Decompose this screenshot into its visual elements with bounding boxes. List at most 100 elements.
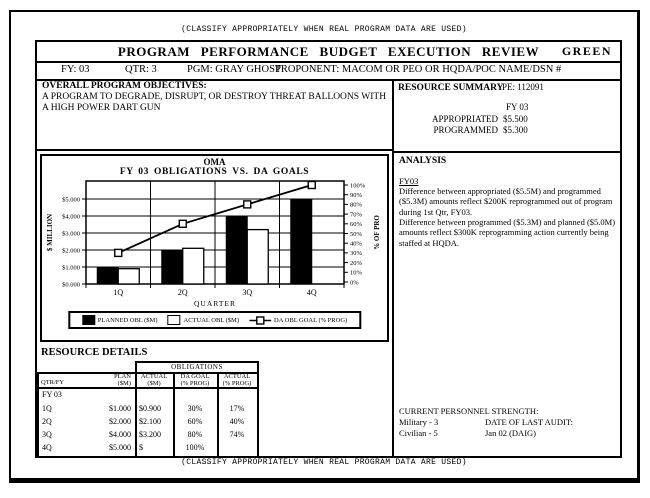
table-row: 2Q $2.000 $2.100 60% 40% [37,417,259,429]
civilian-strength: Civilian - 5 [399,428,438,439]
audit-date: Jan 02 (DAIG) [485,428,536,439]
legend-label: DA OBL GOAL (% PROG) [274,316,348,324]
obligations-header: OBLIGATIONS [171,363,223,371]
svg-text:80%: 80% [350,202,363,209]
svg-text:1Q: 1Q [113,288,123,297]
table-cell: $ [139,443,143,452]
chart-title: OMA [203,157,226,167]
table-cell: $5.300 [503,125,528,136]
svg-text:10%: 10% [350,270,363,277]
legend-item-actual: ACTUAL OBL ($M) [167,315,240,325]
obligations-chart: OMA FY 03 OBLIGATIONS VS. DA GOALS $0.00… [40,154,389,342]
table-cell: PROGRAMMED [433,125,498,136]
svg-text:$ MILLION: $ MILLION [46,214,54,251]
table-line [37,387,259,389]
table-line [37,372,259,374]
svg-text:$2.000: $2.000 [62,247,80,254]
personnel-row: Civilian - 5 Jan 02 (DAIG) [399,428,620,439]
table-cell: $5.500 [503,113,528,124]
column-header-qtrfy: QTR/FY [41,379,65,386]
classification-banner-bottom: (CLASSIFY APPROPRIATELY WHEN REAL PROGRA… [181,458,467,467]
chart-plot: $0.000 $1.000 $2.000 $3.000 $4.000 $5.000 0% 10… [46,180,381,308]
legend-label: PLANNED OBL ($M) [97,316,158,324]
analysis-fy-label: FY03 [399,176,419,186]
table-cell: $4.000 [109,430,131,439]
table-cell: 17% [229,404,245,413]
analysis-paragraph: Difference between programmed ($5.3M) an… [399,217,616,248]
table-cell: $1.000 [109,404,131,413]
column-header-actual-pct: ACTUAL (% PROG) [217,373,257,387]
goal-line-icon [249,315,272,325]
svg-text:40%: 40% [350,241,363,248]
objectives-section: OVERALL PROGRAM OBJECTIVES: A PROGRAM TO… [37,79,392,151]
svg-text:2Q: 2Q [178,288,188,297]
svg-text:% OF PRO: % OF PRO [373,215,381,250]
svg-text:$4.000: $4.000 [62,213,80,220]
personnel-heading: CURRENT PERSONNEL STRENGTH: [399,406,539,416]
left-column: OVERALL PROGRAM OBJECTIVES: A PROGRAM TO… [37,79,392,456]
table-cell: APPROPRIATED [431,113,498,124]
status-badge: GREEN [561,44,612,58]
document-body: PROGRAM PERFORMANCE BUDGET EXECUTION REV… [35,40,622,458]
table-cell: 3Q [42,430,52,439]
table-line [173,372,175,456]
table-line [37,372,39,456]
chart-legend: PLANNED OBL ($M) ACTUAL OBL ($M) [67,311,362,329]
resource-summary-heading: RESOURCE SUMMARY [398,83,504,93]
analysis-heading: ANALYSIS [399,156,447,166]
svg-text:90%: 90% [350,192,363,199]
column-header-plan: PLAN ($M) [77,373,131,387]
header-line: ACTUAL [223,373,251,380]
outer-frame: (CLASSIFY APPROPRIATELY WHEN REAL PROGRA… [9,10,640,483]
classification-banner-top: (CLASSIFY APPROPRIATELY WHEN REAL PROGRA… [181,25,467,34]
content-columns: OVERALL PROGRAM OBJECTIVES: A PROGRAM TO… [37,79,622,456]
resource-details-table: OBLIGATIONS QTR/FY PLAN ($M) ACTUAL ($M) D… [37,361,259,456]
personnel-block: CURRENT PERSONNEL STRENGTH: Military - 3… [399,406,620,439]
header-line: PLAN [114,373,131,380]
table-row-fy: FY 03 [37,390,259,402]
personnel-row: Military - 3 DATE OF LAST AUDIT: [399,417,620,428]
table-cell: $3.200 [139,430,161,439]
table-line [135,361,137,456]
table-line [257,361,259,456]
header-line: DA GOAL [180,373,210,380]
program-name-field: PGM: GRAY GHOST [187,64,282,75]
military-strength: Military - 3 [399,417,439,428]
svg-text:$1.000: $1.000 [62,264,80,271]
table-cell: 30% [187,404,203,413]
column-header-da-goal: DA GOAL (% PROG) [173,373,217,387]
table-cell: 100% [185,443,205,452]
table-cell: $2.000 [109,417,131,426]
table-cell: 1Q [42,404,52,413]
table-cell: 2Q [42,417,52,426]
svg-text:$5.000: $5.000 [62,196,80,203]
legend-label: ACTUAL OBL ($M) [183,316,240,324]
planned-swatch-icon [81,315,95,325]
table-row: 3Q $4.000 $3.200 80% 74% [37,430,259,442]
audit-label: DATE OF LAST AUDIT: [485,417,573,428]
analysis-paragraph: Difference between appropriated ($5.5M) … [399,186,613,217]
table-cell: 4Q [42,443,52,452]
table-line [217,372,219,456]
resource-details-heading: RESOURCE DETAILS [41,347,148,358]
table-cell: 80% [187,430,203,439]
program-info-row: FY: 03 QTR: 3 PGM: GRAY GHOST PROPONENT:… [37,63,620,81]
svg-text:20%: 20% [350,260,363,267]
resource-summary-table: FY 03 APPROPRIATED $5.500 PROGRAMMED $5.… [398,102,618,137]
column-header-actual-m: ACTUAL ($M) [135,373,173,387]
svg-text:$0.000: $0.000 [62,281,80,288]
table-cell: $2.100 [139,417,161,426]
objectives-heading: OVERALL PROGRAM OBJECTIVES: [42,81,207,91]
table-cell: $5.000 [109,443,131,452]
table-row: APPROPRIATED $5.500 [398,114,618,126]
table-row: 4Q $5.000 $ 100% [37,443,259,455]
header-line: ACTUAL [140,373,168,380]
resource-details-section: RESOURCE DETAILS OBLIGATIONS QTR/FY [37,345,392,456]
fy-column-header: FY 03 [506,102,529,112]
table-line [135,361,259,363]
svg-text:60%: 60% [350,221,363,228]
svg-text:QUARTER: QUARTER [194,299,236,308]
legend-item-planned: PLANNED OBL ($M) [81,315,158,325]
objectives-text: A PROGRAM TO DEGRADE, DISRUPT, OR DESTRO… [42,92,387,114]
